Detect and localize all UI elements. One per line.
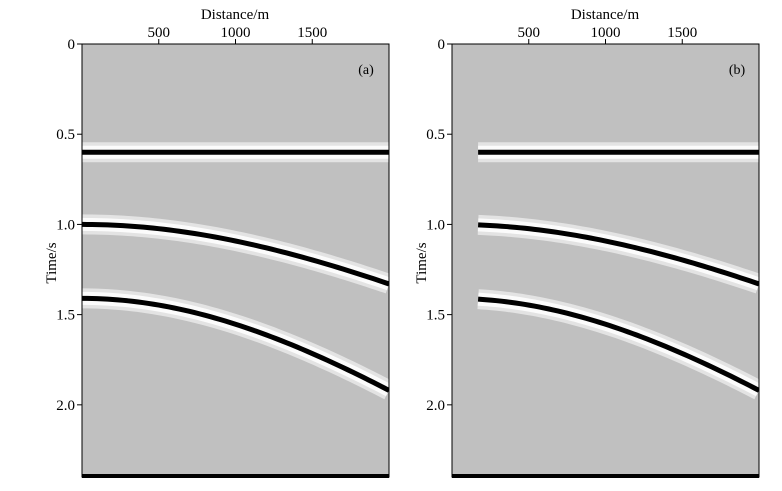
panel-b-event-3 <box>477 296 759 393</box>
panel-a-y-tick-label: 1.5 <box>56 308 75 324</box>
panel-b-event-2 <box>477 222 759 287</box>
panel-a-y-tick-label: 1.0 <box>56 217 75 233</box>
panel-a-xlabel: Distance/m <box>201 7 270 23</box>
panel-b: 500 1000 1500 0 0.5 1.0 1.5 2.0 Distance/m Tim… <box>414 7 760 478</box>
panel-b-x-tick-label: 500 <box>518 25 541 41</box>
panel-a-x-tick-label: 1500 <box>297 25 327 41</box>
panel-b-y-ticks: 0 0.5 1.0 1.5 2.0 <box>426 37 452 414</box>
panel-b-y-tick-label: 1.5 <box>426 308 445 324</box>
panel-a-x-tick-label: 1000 <box>221 25 251 41</box>
panel-a-x-ticks: 500 1000 1500 <box>148 25 327 44</box>
panel-b-x-tick-label: 1000 <box>591 25 621 41</box>
panel-b-y-tick-label: 2.0 <box>426 398 445 414</box>
panel-a-y-tick-label: 2.0 <box>56 398 75 414</box>
panel-b-x-tick-label: 1500 <box>667 25 697 41</box>
panel-b-ylabel: Time/s <box>414 242 430 283</box>
panel-a-y-tick-label: 0.5 <box>56 127 75 143</box>
panel-a-label: (a) <box>358 63 374 78</box>
panel-a-events <box>82 142 389 400</box>
panel-a-x-tick-label: 500 <box>148 25 171 41</box>
panel-a: 500 1000 1500 0 0.5 1.0 1.5 2.0 Distance/m Tim… <box>44 7 390 478</box>
panel-a-event-3 <box>82 295 389 393</box>
panel-a-y-tick-label: 0 <box>68 37 76 53</box>
panel-b-events <box>477 142 759 400</box>
panel-b-xlabel: Distance/m <box>571 7 640 23</box>
panel-b-y-tick-label: 0 <box>438 37 446 53</box>
panel-b-x-ticks: 500 1000 1500 <box>518 25 697 44</box>
panel-b-y-tick-label: 1.0 <box>426 217 445 233</box>
panel-b-y-tick-label: 0.5 <box>426 127 445 143</box>
panel-a-ylabel: Time/s <box>44 242 60 283</box>
panel-b-label: (b) <box>729 63 746 78</box>
panel-a-event-2 <box>82 221 389 287</box>
panel-a-y-ticks: 0 0.5 1.0 1.5 2.0 <box>56 37 82 414</box>
